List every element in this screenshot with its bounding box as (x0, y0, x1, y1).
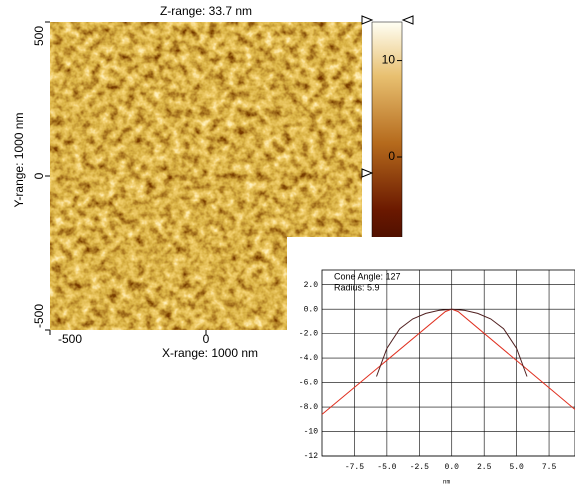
x-tick-label: 0 (203, 332, 210, 346)
y-axis-label: Y-range: 1000 nm (12, 113, 26, 208)
x-tick-label: 5.0 (509, 463, 524, 472)
y-tick-label: 0.0 (304, 305, 319, 314)
inset-panel (287, 237, 575, 489)
y-tick-label: -4.0 (299, 354, 318, 363)
profile-line (376, 308, 528, 377)
y-tick-label: -6.0 (299, 379, 318, 388)
y-tick-label: -500 (32, 304, 46, 328)
z-tick-label: 0 (388, 149, 395, 163)
x-tick-label: -7.5 (345, 463, 364, 472)
y-tick-label: 500 (32, 26, 46, 46)
chart-title: Z-range: 33.7 nm (160, 4, 252, 18)
range-marker (361, 168, 374, 178)
z-tick-label: 10 (382, 53, 396, 67)
y-tick-label: -12 (304, 452, 319, 461)
x-axis-label: nm (443, 479, 451, 486)
x-tick-label: -500 (58, 332, 82, 346)
y-tick-label: 2.0 (304, 281, 319, 290)
y-tick-label: -10 (304, 428, 319, 437)
x-tick-label: 7.5 (542, 463, 557, 472)
range-marker (361, 15, 374, 25)
x-tick-label: 2.5 (477, 463, 492, 472)
y-tick-label: -2.0 (299, 330, 318, 339)
range-marker (401, 15, 414, 25)
y-tick-label: 0 (32, 172, 46, 179)
annotation: Cone Angle: 127 (334, 271, 401, 281)
x-axis-label: X-range: 1000 nm (162, 346, 258, 360)
x-tick-label: -5.0 (377, 463, 396, 472)
x-tick-label: -2.5 (410, 463, 429, 472)
y-tick-label: -8.0 (299, 403, 318, 412)
annotation: Radius: 5.9 (334, 282, 380, 292)
plot-frame (321, 269, 575, 457)
x-tick-label: 0.0 (445, 463, 460, 472)
